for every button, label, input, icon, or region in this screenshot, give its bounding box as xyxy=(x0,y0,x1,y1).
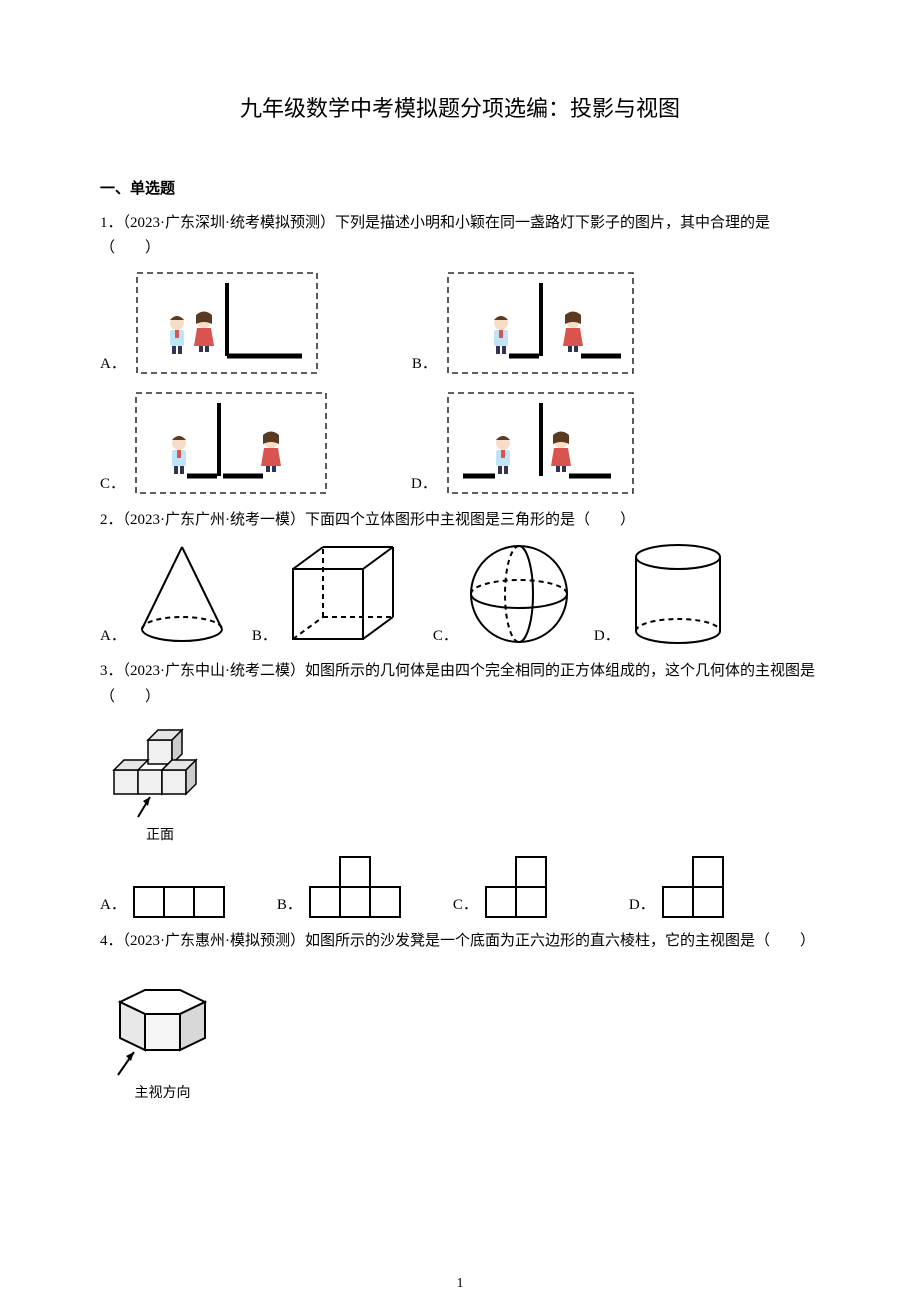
q1-row2: C． D． xyxy=(100,388,820,498)
opt-label: A． xyxy=(100,893,126,919)
q1-fig-b xyxy=(443,268,638,378)
q1-row1: A． xyxy=(100,268,820,378)
q3-fig-b xyxy=(308,855,403,919)
opt-label: B． xyxy=(277,893,302,919)
q3-opt-a: A． xyxy=(100,885,227,919)
q1-opt-c: C． xyxy=(100,388,331,498)
q2-opts: A． B． C． xyxy=(100,539,820,649)
opt-label: C． xyxy=(100,472,125,498)
opt-label: B． xyxy=(412,352,437,378)
q3-opt-b: B． xyxy=(277,855,403,919)
q4-text: 4．（2023·广东惠州·模拟预测）如图所示的沙发凳是一个底面为正六边形的直六棱… xyxy=(100,929,820,955)
q1-opt-b: B． xyxy=(412,268,638,378)
q4-main-figure: 主视方向 xyxy=(100,980,225,1106)
q3-main-figure: 正面 xyxy=(100,722,220,848)
q3-opt-c: C． xyxy=(453,855,579,919)
opt-label: A． xyxy=(100,624,126,650)
q3-text: 3．（2023·广东中山·统考二模）如图所示的几何体是由四个完全相同的正方体组成… xyxy=(100,659,820,710)
q1-text: 1．（2023·广东深圳·统考模拟预测）下列是描述小明和小颖在同一盏路灯下影子的… xyxy=(100,211,820,262)
q1-opt-d: D． xyxy=(411,388,638,498)
page-number: 1 xyxy=(0,1272,920,1296)
q3-caption: 正面 xyxy=(100,824,220,848)
q2-opt-c: C． xyxy=(433,539,574,649)
cone-icon xyxy=(132,539,232,649)
q1-fig-d xyxy=(443,388,638,498)
q4-caption: 主视方向 xyxy=(100,1082,225,1106)
q3-opts: A． B． C． D． xyxy=(100,855,820,919)
opt-label: C． xyxy=(453,893,478,919)
q2-opt-d: D． xyxy=(594,539,731,649)
opt-label: A． xyxy=(100,352,126,378)
q3-fig-a xyxy=(132,885,227,919)
q3-fig-d xyxy=(661,855,725,919)
q1-opt-a: A． xyxy=(100,268,322,378)
page-title: 九年级数学中考模拟题分项选编：投影与视图 xyxy=(100,90,820,127)
cube-icon xyxy=(283,539,413,649)
section-heading: 一、单选题 xyxy=(100,177,820,203)
cylinder-icon xyxy=(626,539,731,649)
opt-label: D． xyxy=(411,472,437,498)
sphere-icon xyxy=(464,539,574,649)
q2-opt-a: A． xyxy=(100,539,232,649)
q2-opt-b: B． xyxy=(252,539,413,649)
opt-label: B． xyxy=(252,624,277,650)
q1-fig-c xyxy=(131,388,331,498)
q2-text: 2．（2023·广东广州·统考一模）下面四个立体图形中主视图是三角形的是（ ） xyxy=(100,508,820,534)
opt-label: C． xyxy=(433,624,458,650)
opt-label: D． xyxy=(629,893,655,919)
q3-opt-d: D． xyxy=(629,855,725,919)
q3-fig-c xyxy=(484,855,579,919)
opt-label: D． xyxy=(594,624,620,650)
q1-fig-a xyxy=(132,268,322,378)
